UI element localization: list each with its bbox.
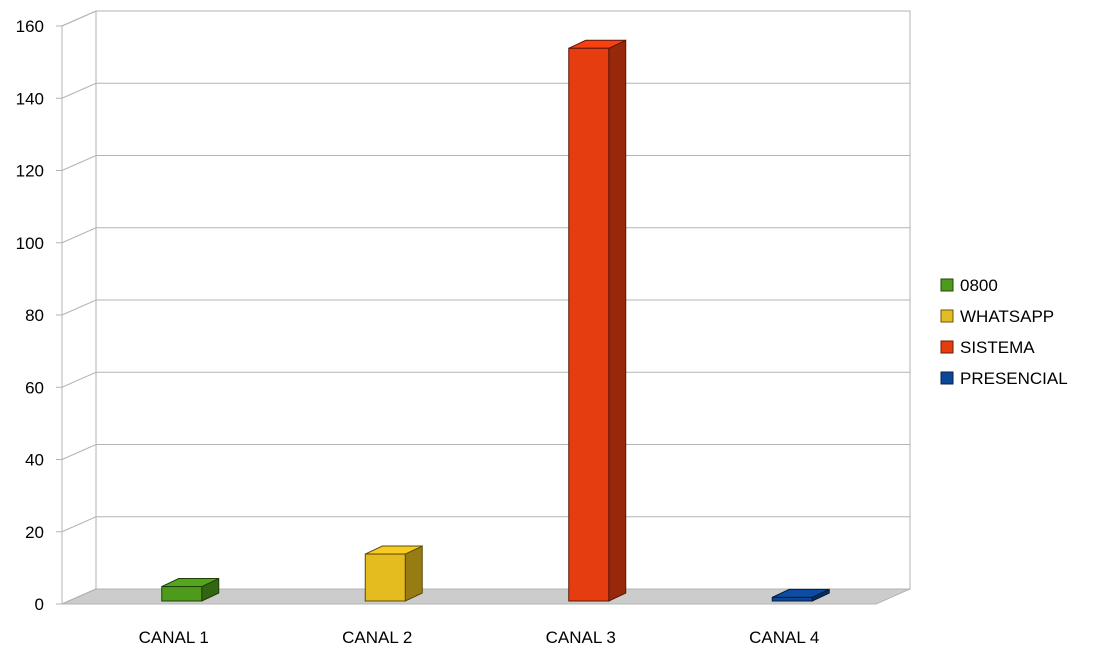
x-axis-labels: CANAL 1 CANAL 2 CANAL 3 CANAL 4 xyxy=(139,628,820,647)
gridline xyxy=(61,82,910,99)
x-category-label: CANAL 2 xyxy=(342,628,412,646)
gridline xyxy=(61,371,910,388)
legend-label: WHATSAPP xyxy=(960,307,1054,326)
gridline xyxy=(61,155,910,171)
legend-swatch xyxy=(940,309,954,323)
bar-side xyxy=(404,545,423,602)
gridline xyxy=(61,588,910,605)
legend-swatch xyxy=(940,278,954,292)
y-tick-label: 0 xyxy=(35,595,44,614)
y-tick-label: 20 xyxy=(25,523,44,542)
x-category-label: CANAL 3 xyxy=(546,628,616,646)
gridline xyxy=(61,227,910,244)
bar-front xyxy=(364,553,406,602)
chart-walls xyxy=(61,10,911,605)
gridline xyxy=(61,516,910,533)
x-category-label: CANAL 1 xyxy=(139,628,209,646)
bar-front xyxy=(568,47,610,602)
bar-sistema xyxy=(568,39,627,602)
y-tick-label: 60 xyxy=(25,378,44,397)
x-category-label: CANAL 4 xyxy=(749,628,819,646)
bar-front xyxy=(161,586,203,602)
y-tick-label: 140 xyxy=(16,89,44,108)
legend-swatch xyxy=(940,340,954,354)
gridline xyxy=(61,10,910,27)
y-tick-label: 80 xyxy=(25,306,44,325)
bar-presencial xyxy=(771,588,830,602)
y-tick-label: 100 xyxy=(16,234,44,253)
y-tick-label: 40 xyxy=(25,451,44,470)
bars xyxy=(161,39,830,602)
y-tick-label: 160 xyxy=(16,17,44,36)
legend: 0800 WHATSAPP SISTEMA PRESENCIAL xyxy=(940,276,1068,388)
gridlines xyxy=(56,10,910,605)
gridline xyxy=(61,444,910,460)
bar-side xyxy=(608,39,627,602)
legend-label: SISTEMA xyxy=(960,338,1035,357)
gridline xyxy=(61,299,910,316)
y-tick-label: 120 xyxy=(16,162,44,181)
bar-0800 xyxy=(161,577,220,602)
bar-whatsapp xyxy=(364,545,423,602)
y-axis-ticks: 0 20 40 60 80 100 120 140 160 xyxy=(16,17,44,614)
legend-label: PRESENCIAL xyxy=(960,369,1068,388)
legend-label: 0800 xyxy=(960,276,998,295)
legend-swatch xyxy=(940,371,954,385)
bar-front xyxy=(771,596,813,602)
